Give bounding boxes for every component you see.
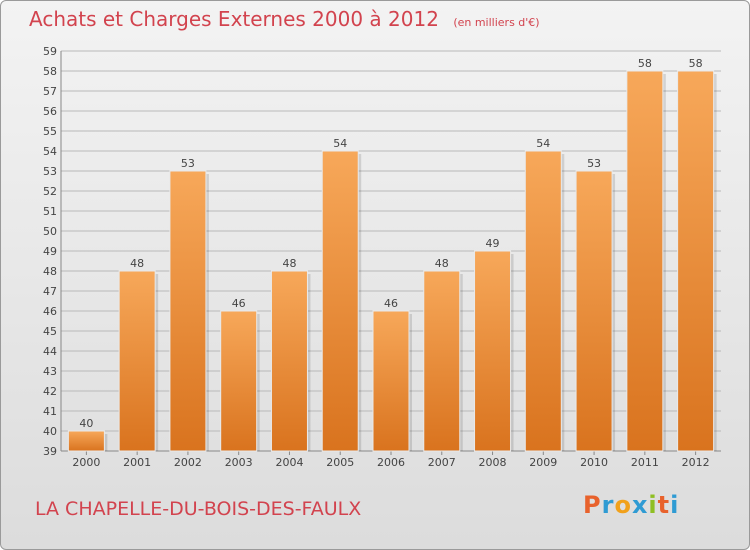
- logo-letter: o: [614, 491, 632, 519]
- bar-2007: [423, 270, 461, 452]
- y-tick-label: 40: [43, 425, 57, 438]
- y-tick-label: 51: [43, 205, 57, 218]
- bar-2008: [474, 250, 512, 452]
- bar-2004: [270, 270, 308, 452]
- logo-letter: x: [631, 491, 649, 519]
- y-tick-label: 42: [43, 385, 57, 398]
- data-label: 58: [689, 57, 703, 70]
- data-label: 48: [435, 257, 449, 270]
- y-tick-label: 50: [43, 225, 57, 238]
- bar-2010: [575, 170, 613, 452]
- bar-2012: [677, 70, 715, 452]
- x-tick-label: 2000: [72, 456, 100, 469]
- y-tick-label: 46: [43, 305, 57, 318]
- data-label: 54: [536, 137, 550, 150]
- y-tick-label: 59: [43, 45, 57, 58]
- y-tick-label: 53: [43, 165, 57, 178]
- x-tick-label: 2003: [225, 456, 253, 469]
- x-tick-label: 2004: [275, 456, 303, 469]
- y-tick-label: 45: [43, 325, 57, 338]
- y-tick-label: 55: [43, 125, 57, 138]
- x-tick-label: 2011: [631, 456, 659, 469]
- y-tick-label: 58: [43, 65, 57, 78]
- y-tick-label: 43: [43, 365, 57, 378]
- chart-unit-label: (en milliers d'€): [453, 16, 540, 29]
- bar-2006: [372, 310, 410, 452]
- data-label: 49: [486, 237, 500, 250]
- chart-title: Achats et Charges Externes 2000 à 2012 (…: [29, 7, 540, 31]
- x-tick-label: 2002: [174, 456, 202, 469]
- bar-2001: [118, 270, 156, 452]
- bar-2005: [321, 150, 359, 452]
- x-tick-label: 2007: [428, 456, 456, 469]
- x-tick-label: 2008: [479, 456, 507, 469]
- axis-layer: 39 40 41 42 43 44 45 46 47 48 49 50 51 52 53 54 55 56 57 58…: [43, 45, 721, 458]
- data-label: 48: [282, 257, 296, 270]
- y-tick-label: 48: [43, 265, 57, 278]
- data-label: 48: [130, 257, 144, 270]
- logo-letter: r: [601, 491, 615, 519]
- y-tick-label: 56: [43, 105, 57, 118]
- data-label: 46: [384, 297, 398, 310]
- x-tick-label: 2012: [682, 456, 710, 469]
- x-tick-label: 2010: [580, 456, 608, 469]
- chart-title-text: Achats et Charges Externes 2000 à 2012: [29, 7, 439, 31]
- label-layer: 2000 40 2001 48 2002 53 2003 46 2004 48 2005 54 2006…: [72, 57, 709, 469]
- y-tick-label: 44: [43, 345, 57, 358]
- x-tick-label: 2006: [377, 456, 405, 469]
- y-tick-label: 52: [43, 185, 57, 198]
- data-label: 53: [587, 157, 601, 170]
- proxiti-logo: Proxiti: [583, 491, 679, 519]
- data-label: 53: [181, 157, 195, 170]
- commune-name: LA CHAPELLE-DU-BOIS-DES-FAULX: [35, 498, 362, 520]
- data-label: 58: [638, 57, 652, 70]
- bar-layer: [67, 70, 717, 452]
- y-tick-label: 39: [43, 445, 57, 458]
- y-tick-label: 57: [43, 85, 57, 98]
- y-tick-label: 47: [43, 285, 57, 298]
- bar-2002: [169, 170, 207, 452]
- x-tick-label: 2001: [123, 456, 151, 469]
- bar-2009: [524, 150, 562, 452]
- data-label: 46: [232, 297, 246, 310]
- logo-letter: P: [583, 491, 602, 519]
- x-tick-label: 2009: [529, 456, 557, 469]
- x-tick-label: 2005: [326, 456, 354, 469]
- logo-letter: t: [657, 491, 671, 519]
- bar-2003: [220, 310, 258, 452]
- data-label: 40: [79, 417, 93, 430]
- y-tick-label: 54: [43, 145, 57, 158]
- bar-2011: [626, 70, 664, 452]
- y-tick-label: 49: [43, 245, 57, 258]
- logo-letter: i: [648, 491, 658, 519]
- data-label: 54: [333, 137, 347, 150]
- bar-2000: [67, 430, 105, 452]
- logo-letter: i: [670, 491, 680, 519]
- y-tick-label: 41: [43, 405, 57, 418]
